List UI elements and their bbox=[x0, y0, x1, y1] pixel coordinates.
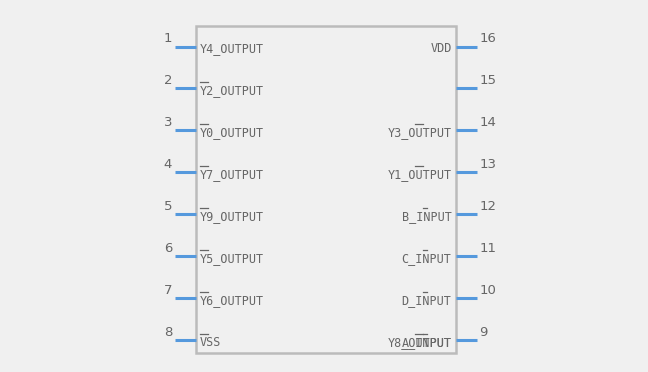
Text: D_INPUT: D_INPUT bbox=[402, 294, 452, 307]
Text: 3: 3 bbox=[164, 116, 172, 129]
Text: Y8_OUTPUT: Y8_OUTPUT bbox=[388, 336, 452, 349]
Text: Y4_OUTPUT: Y4_OUTPUT bbox=[200, 42, 264, 55]
Text: B_INPUT: B_INPUT bbox=[402, 210, 452, 223]
Text: 16: 16 bbox=[480, 32, 496, 45]
Text: 5: 5 bbox=[164, 200, 172, 213]
Text: 6: 6 bbox=[164, 242, 172, 255]
Text: 13: 13 bbox=[480, 158, 496, 171]
Text: Y0_OUTPUT: Y0_OUTPUT bbox=[200, 126, 264, 139]
Text: Y7_OUTPUT: Y7_OUTPUT bbox=[200, 168, 264, 181]
Text: VDD: VDD bbox=[430, 42, 452, 55]
Text: 4: 4 bbox=[164, 158, 172, 171]
Text: VSS: VSS bbox=[200, 336, 222, 349]
Text: Y6_OUTPUT: Y6_OUTPUT bbox=[200, 294, 264, 307]
Text: 12: 12 bbox=[480, 200, 496, 213]
Text: 9: 9 bbox=[480, 326, 488, 339]
Text: Y5_OUTPUT: Y5_OUTPUT bbox=[200, 252, 264, 265]
Text: 15: 15 bbox=[480, 74, 496, 87]
Text: 1: 1 bbox=[164, 32, 172, 45]
Text: 10: 10 bbox=[480, 284, 496, 297]
Text: C_INPUT: C_INPUT bbox=[402, 252, 452, 265]
Text: Y9_OUTPUT: Y9_OUTPUT bbox=[200, 210, 264, 223]
Bar bbox=[196, 26, 456, 353]
Text: Y3_OUTPUT: Y3_OUTPUT bbox=[388, 126, 452, 139]
Text: 7: 7 bbox=[164, 284, 172, 297]
Text: A_INPUT: A_INPUT bbox=[402, 336, 452, 349]
Text: Y1_OUTPUT: Y1_OUTPUT bbox=[388, 168, 452, 181]
Text: 2: 2 bbox=[164, 74, 172, 87]
Text: 14: 14 bbox=[480, 116, 496, 129]
Text: 8: 8 bbox=[164, 326, 172, 339]
Text: Y2_OUTPUT: Y2_OUTPUT bbox=[200, 84, 264, 97]
Text: 11: 11 bbox=[480, 242, 496, 255]
